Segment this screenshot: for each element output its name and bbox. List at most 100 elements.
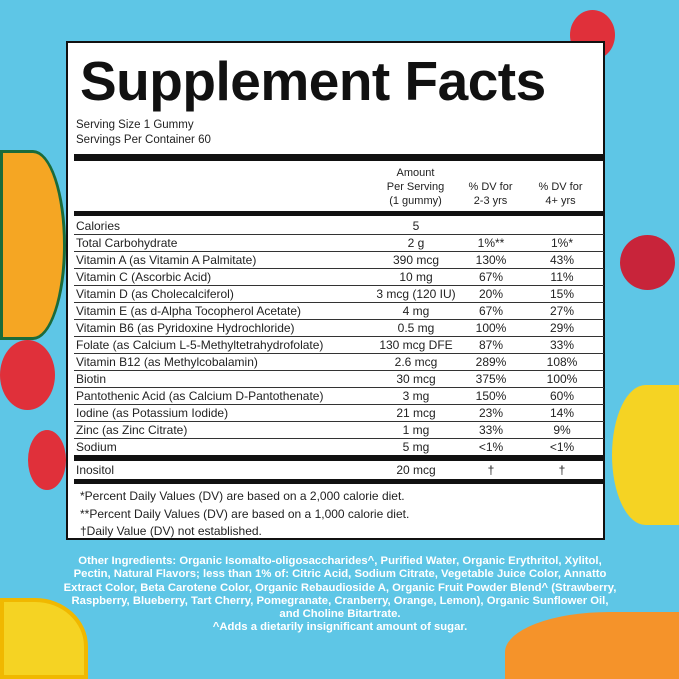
table-row: Vitamin B12 (as Methylcobalamin) 2.6 mcg 2…	[74, 354, 604, 371]
nutrient-dv-4: <1%	[549, 440, 575, 454]
nutrient-dv-2-3: 289%	[475, 355, 507, 369]
nutrient-dv-2-3: <1%	[478, 440, 504, 454]
inositol-table: Inositol 20 mcg † †	[74, 462, 604, 478]
nutrient-dv-4: 33%	[549, 338, 575, 352]
table-row: Sodium 5 mg <1% <1%	[74, 439, 604, 455]
nutrient-dv-2-3: †	[487, 463, 495, 477]
nutrient-dv-4: 14%	[549, 406, 575, 420]
nutrient-name: Iodine (as Potassium Iodide)	[76, 406, 229, 420]
table-row: Vitamin C (Ascorbic Acid) 10 mg 67% 11%	[74, 269, 604, 286]
header-line: Amount	[396, 167, 435, 179]
nutrient-dv-2-3: 130%	[475, 253, 507, 267]
header-line: % DV for	[468, 181, 513, 193]
nutrient-table: Calories 5 Total Carbohydrate 2 g 1%** 1%* Vit…	[74, 218, 604, 455]
nutrient-amount: 30 mcg	[396, 372, 436, 386]
header-line: 2-3 yrs	[473, 195, 508, 207]
nutrient-dv-2-3: 150%	[475, 389, 507, 403]
nutrient-amount: 130 mcg DFE	[379, 338, 453, 352]
table-row: Vitamin A (as Vitamin A Palmitate) 390 mc…	[74, 252, 604, 269]
nutrient-amount: 5 mg	[402, 440, 430, 454]
nutrient-amount: 3 mcg (120 IU)	[376, 287, 456, 301]
serving-size: Serving Size 1 Gummy	[76, 119, 194, 131]
nutrient-dv-2-3: 100%	[475, 321, 507, 335]
nutrient-name: Vitamin B6 (as Pyridoxine Hydrochloride)	[76, 321, 295, 335]
papaya-illustration	[0, 150, 66, 340]
nutrient-dv-2-3: 375%	[475, 372, 507, 386]
footnote: †Daily Value (DV) not established.	[80, 524, 262, 538]
table-row: Pantothenic Acid (as Calcium D-Pantothen…	[74, 388, 604, 405]
nutrient-amount: 5	[412, 219, 420, 233]
nutrient-dv-4: †	[558, 463, 566, 477]
header-line: 4+ yrs	[545, 195, 576, 207]
nutrient-dv-4: 29%	[549, 321, 575, 335]
supplement-facts-panel: Supplement Facts Serving Size 1 Gummy Se…	[66, 41, 605, 540]
nutrient-amount: 2 g	[407, 236, 425, 250]
footnote: **Percent Daily Values (DV) are based on…	[80, 507, 410, 521]
footnote: *Percent Daily Values (DV) are based on …	[80, 489, 405, 503]
table-row: Vitamin B6 (as Pyridoxine Hydrochloride)…	[74, 320, 604, 337]
divider	[74, 154, 604, 161]
nutrient-amount: 0.5 mg	[397, 321, 435, 335]
table-row: Iodine (as Potassium Iodide) 21 mcg 23% 14%	[74, 405, 604, 422]
nutrient-amount: 4 mg	[402, 304, 430, 318]
nutrient-name: Inositol	[76, 463, 115, 477]
nutrient-amount: 2.6 mcg	[394, 355, 438, 369]
nutrient-name: Vitamin A (as Vitamin A Palmitate)	[76, 253, 257, 267]
nutrient-dv-4: 27%	[549, 304, 575, 318]
nutrient-name: Vitamin C (Ascorbic Acid)	[76, 270, 212, 284]
strawberry-illustration	[0, 340, 55, 410]
divider	[74, 211, 604, 216]
nutrient-dv-2-3: 23%	[478, 406, 504, 420]
nutrient-dv-2-3: 67%	[478, 304, 504, 318]
divider	[74, 479, 604, 484]
table-row: Zinc (as Zinc Citrate) 1 mg 33% 9%	[74, 422, 604, 439]
nutrient-amount: 21 mcg	[396, 406, 436, 420]
servings-per-container: Servings Per Container 60	[76, 134, 211, 146]
nutrient-dv-4: 108%	[546, 355, 578, 369]
nutrient-dv-4: 15%	[549, 287, 575, 301]
nutrient-dv-4: 43%	[549, 253, 575, 267]
header-line: (1 gummy)	[389, 195, 442, 207]
nutrient-name: Biotin	[76, 372, 107, 386]
other-ingredients: Other Ingredients: Organic Isomalto-olig…	[60, 555, 620, 635]
other-ingredients-text: Other Ingredients: Organic Isomalto-olig…	[63, 555, 617, 621]
header-dv-4: % DV for 4+ yrs	[523, 180, 598, 208]
header-line: % DV for	[538, 181, 583, 193]
nutrient-name: Folate (as Calcium L-5-Methyltetrahydrof…	[76, 338, 324, 352]
nutrient-dv-4: 100%	[546, 372, 578, 386]
header-amount: Amount Per Serving (1 gummy)	[368, 166, 463, 208]
lemon-illustration	[612, 385, 679, 525]
papaya-illustration	[505, 612, 679, 679]
cherry-illustration	[620, 235, 675, 290]
nutrient-amount: 10 mg	[399, 270, 433, 284]
nutrient-name: Sodium	[76, 440, 117, 454]
header-dv-2-3: % DV for 2-3 yrs	[453, 180, 528, 208]
table-row: Calories 5	[74, 218, 604, 235]
sugar-note: ^Adds a dietarily insignificant amount o…	[212, 621, 468, 634]
nutrient-amount: 1 mg	[402, 423, 430, 437]
nutrient-name: Pantothenic Acid (as Calcium D-Pantothen…	[76, 389, 324, 403]
nutrient-dv-2-3: 20%	[478, 287, 504, 301]
nutrient-amount: 20 mcg	[396, 463, 436, 477]
nutrient-name: Total Carbohydrate	[76, 236, 178, 250]
table-row: Total Carbohydrate 2 g 1%** 1%*	[74, 235, 604, 252]
table-row: Folate (as Calcium L-5-Methyltetrahydrof…	[74, 337, 604, 354]
strawberry-illustration	[28, 430, 66, 490]
nutrient-name: Vitamin D (as Cholecalciferol)	[76, 287, 234, 301]
nutrient-dv-2-3: 33%	[478, 423, 504, 437]
nutrient-name: Vitamin E (as d-Alpha Tocopherol Acetate…	[76, 304, 302, 318]
nutrient-dv-4: 1%*	[550, 236, 574, 250]
divider	[74, 455, 604, 461]
table-row: Biotin 30 mcg 375% 100%	[74, 371, 604, 388]
nutrient-dv-4: 9%	[553, 423, 571, 437]
nutrient-name: Calories	[76, 219, 121, 233]
nutrient-dv-2-3: 67%	[478, 270, 504, 284]
nutrient-name: Zinc (as Zinc Citrate)	[76, 423, 188, 437]
nutrient-dv-4: 11%	[550, 270, 574, 284]
nutrient-dv-2-3: 1%**	[477, 236, 505, 250]
nutrient-name: Vitamin B12 (as Methylcobalamin)	[76, 355, 258, 369]
nutrient-dv-4: 60%	[549, 389, 575, 403]
table-row-inositol: Inositol 20 mcg † †	[74, 462, 604, 478]
nutrient-dv-2-3: 87%	[478, 338, 504, 352]
nutrient-amount: 390 mcg	[392, 253, 440, 267]
